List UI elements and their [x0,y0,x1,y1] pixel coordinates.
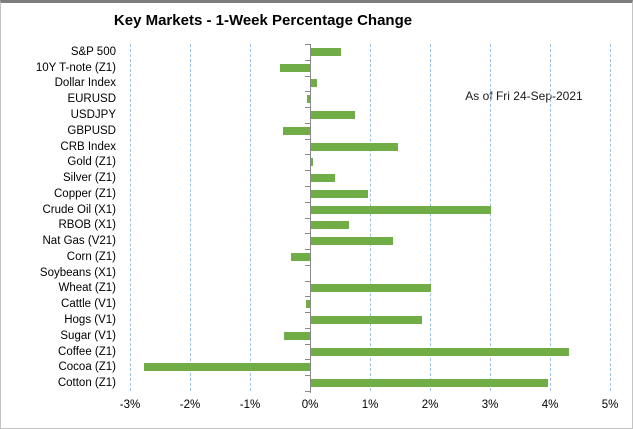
x-axis-tick-label: -3% [119,399,141,411]
axis-tick-mark [305,327,310,329]
x-axis-tick-label: 1% [361,399,379,411]
axis-tick-mark [305,201,310,203]
category-label: RBOB (X1) [58,219,116,232]
bar-copper-z1- [311,189,368,198]
category-label: Cotton (Z1) [57,377,116,390]
bar-corn-z1- [290,252,310,261]
x-axis-tick-label: -1% [239,399,261,411]
category-label: S&P 500 [70,45,116,58]
bar-cattle-v1- [306,300,310,309]
bar-hogs-v1- [311,316,422,325]
category-label: Nat Gas (V21) [42,235,117,248]
gridline--3% [130,44,131,391]
category-label: Hogs (V1) [64,314,116,327]
axis-tick-mark [305,170,310,172]
gridline-3% [490,44,491,391]
x-axis-tick-label: 2% [421,399,439,411]
category-label: CRB Index [60,140,116,153]
axis-tick-mark [305,264,310,266]
axis-tick-mark [305,217,310,219]
bar-crude-oil-x1- [311,205,491,214]
axis-tick-mark [305,91,310,93]
axis-tick-mark [305,249,310,251]
axis-tick-mark [305,122,310,124]
category-label: Soybeans (X1) [39,266,116,279]
axis-tick-mark [305,296,310,298]
category-label: Corn (Z1) [66,250,116,263]
axis-tick-mark [305,391,310,392]
category-label: EURUSD [67,93,116,106]
bar-sugar-v1- [283,331,310,340]
gridline-5% [610,44,611,391]
x-axis-tick-label: -2% [179,399,201,411]
bar-usdjpy [311,110,355,119]
axis-tick-mark [305,343,310,345]
x-axis-tick-label: 3% [481,399,499,411]
category-label: Copper (Z1) [54,187,116,200]
category-label: Sugar (V1) [60,329,116,342]
x-axis-tick-label: 5% [601,399,619,411]
chart-title: Key Markets - 1-Week Percentage Change [113,12,413,29]
category-label: Dollar Index [54,77,116,90]
axis-tick-mark [305,44,310,45]
bar-rbob-x1- [311,221,349,230]
category-label: USDJPY [70,108,116,121]
category-label: Cattle (V1) [61,298,116,311]
bar-gbpusd [283,126,310,135]
bar-cotton-z1- [311,379,548,388]
bar-wheat-z1- [311,284,431,293]
bar-eurusd [307,95,310,104]
axis-tick-mark [305,185,310,187]
axis-tick-mark [305,280,310,282]
category-label: Cocoa (Z1) [58,361,116,374]
bar-s-p-500 [311,47,341,56]
bar-crb-index [311,142,398,151]
gridline-4% [550,44,551,391]
axis-tick-mark [305,75,310,77]
bar-10y-t-note-z1- [280,63,310,72]
as-of-date-annotation: As of Fri 24-Sep-2021 [465,89,583,103]
gridline-1% [370,44,371,391]
x-axis-tick-label: 0% [301,399,319,411]
bar-gold-z1- [311,158,313,167]
axis-tick-mark [305,233,310,235]
category-label: GBPUSD [67,124,116,137]
axis-tick-mark [305,107,310,109]
gridline--1% [250,44,251,391]
axis-tick-mark [305,59,310,61]
category-label: Gold (Z1) [67,156,116,169]
category-label: 10Y T-note (Z1) [35,61,116,74]
bar-coffee-z1- [311,347,569,356]
axis-tick-mark [305,359,310,361]
axis-tick-mark [305,312,310,314]
bar-dollar-index [311,79,317,88]
category-label: Silver (Z1) [62,172,116,185]
bar-nat-gas-v21- [311,237,394,246]
gridline--2% [190,44,191,391]
axis-tick-mark [305,138,310,140]
axis-tick-mark [305,154,310,156]
gridline-2% [430,44,431,391]
bar-silver-z1- [311,174,335,183]
category-label: Coffee (Z1) [58,345,116,358]
x-axis-tick-label: 4% [541,399,559,411]
bar-cocoa-z1- [143,363,310,372]
category-label: Wheat (Z1) [58,282,116,295]
axis-tick-mark [305,375,310,377]
category-label: Crude Oil (X1) [42,203,117,216]
zero-axis-line [310,44,311,393]
